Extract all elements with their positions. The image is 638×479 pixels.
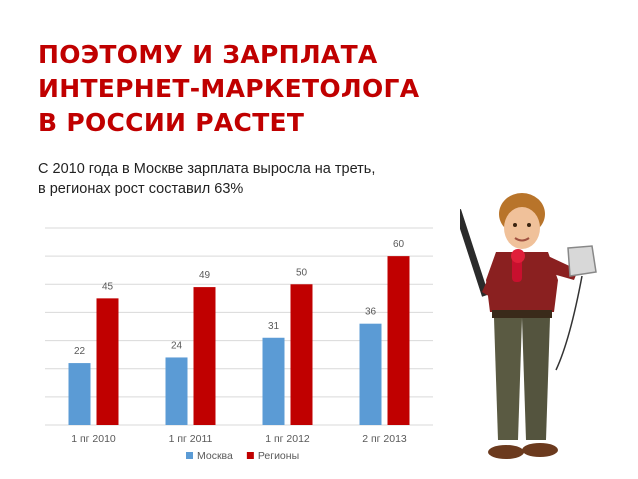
data-label: 36 bbox=[365, 307, 377, 318]
x-tick-label: 1 пг 2011 bbox=[169, 433, 213, 445]
title-line-1: ПОЭТОМУ И ЗАРПЛАТА bbox=[38, 40, 378, 69]
subtitle-line-1: С 2010 года в Москве зарплата выросла на… bbox=[38, 161, 376, 177]
legend-label: Регионы bbox=[258, 450, 299, 462]
slide-subtitle: С 2010 года в Москве зарплата выросла на… bbox=[38, 159, 375, 199]
bar-regions bbox=[193, 287, 216, 425]
legend-swatch-moscow bbox=[186, 452, 193, 459]
bar-moscow bbox=[262, 337, 285, 425]
legend-swatch-regions bbox=[246, 452, 254, 459]
data-label: 31 bbox=[268, 321, 280, 332]
x-tick-label: 2 пг 2013 bbox=[362, 433, 407, 445]
legend-label: Москва bbox=[197, 450, 233, 462]
data-label: 24 bbox=[171, 340, 183, 351]
x-tick-label: 1 пг 2012 bbox=[265, 433, 310, 445]
bar-regions bbox=[96, 298, 119, 425]
bar-moscow bbox=[359, 323, 382, 425]
x-tick-label: 1 пг 2010 bbox=[71, 433, 116, 445]
bar-regions bbox=[387, 256, 410, 425]
data-label: 50 bbox=[296, 267, 308, 278]
data-label: 60 bbox=[393, 239, 405, 250]
slide-title: ПОЭТОМУ И ЗАРПЛАТА ИНТЕРНЕТ-МАРКЕТОЛОГА … bbox=[38, 38, 419, 140]
title-line-3: В РОССИИ РАСТЕТ bbox=[38, 108, 305, 137]
data-label: 45 bbox=[102, 281, 114, 292]
bar-regions bbox=[290, 284, 313, 425]
subtitle-line-2: в регионах рост составил 63% bbox=[38, 181, 244, 197]
bar-moscow bbox=[165, 357, 188, 425]
data-label: 49 bbox=[199, 270, 211, 281]
title-line-2: ИНТЕРНЕТ-МАРКЕТОЛОГА bbox=[38, 74, 420, 103]
boy-with-iron-and-hairdryer-photo bbox=[460, 193, 597, 459]
data-label: 22 bbox=[74, 346, 86, 357]
bar-moscow bbox=[68, 363, 91, 425]
